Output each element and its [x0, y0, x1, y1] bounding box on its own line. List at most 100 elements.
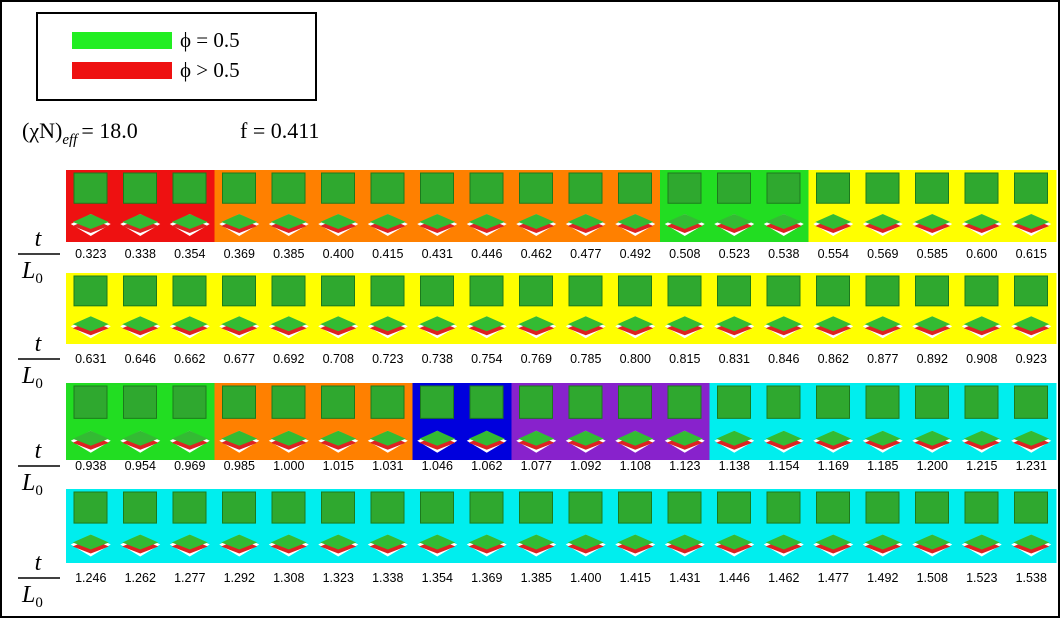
time-value: 0.585	[917, 247, 948, 261]
time-value: 0.708	[323, 352, 354, 366]
time-value: 1.108	[620, 459, 651, 473]
thumb-top	[718, 492, 751, 523]
thumb-top	[421, 173, 454, 203]
thumb-top	[371, 173, 404, 203]
denominator: L	[21, 258, 35, 284]
time-value: 1.400	[570, 571, 601, 585]
thumb-top	[124, 386, 157, 418]
thumb-top	[718, 276, 751, 306]
thumb-top	[1015, 276, 1048, 306]
time-value: 1.431	[669, 571, 700, 585]
time-value: 0.523	[719, 247, 750, 261]
thumb-top	[619, 492, 652, 523]
time-value: 0.738	[422, 352, 453, 366]
time-value: 1.323	[323, 571, 354, 585]
thumb-top	[322, 276, 355, 306]
thumb-top	[322, 173, 355, 203]
legend-swatch	[72, 62, 172, 79]
time-value: 0.400	[323, 247, 354, 261]
thumb-top	[619, 276, 652, 306]
legend-label: ϕ > 0.5	[180, 58, 240, 82]
thumb-top	[718, 386, 751, 418]
time-value: 0.892	[917, 352, 948, 366]
time-value: 1.246	[75, 571, 106, 585]
time-value: 1.308	[273, 571, 304, 585]
time-value: 0.446	[471, 247, 502, 261]
thumb-top	[866, 173, 899, 203]
time-value: 0.938	[75, 459, 106, 473]
thumb-top	[619, 386, 652, 418]
thumb-top	[272, 492, 305, 523]
time-value: 0.477	[570, 247, 601, 261]
time-value: 0.646	[125, 352, 156, 366]
thumb-top	[916, 276, 949, 306]
time-value: 0.754	[471, 352, 502, 366]
time-value: 0.846	[768, 352, 799, 366]
time-value: 1.354	[422, 571, 453, 585]
thumb-top	[322, 492, 355, 523]
thumb-top	[124, 276, 157, 306]
legend-label: ϕ = 0.5	[180, 28, 240, 52]
thumb-top	[569, 276, 602, 306]
thumb-top	[866, 386, 899, 418]
thumb-top	[916, 492, 949, 523]
denominator-sub: 0	[35, 271, 43, 287]
thumb-top	[965, 386, 998, 418]
time-value: 0.785	[570, 352, 601, 366]
thumb-top	[470, 173, 503, 203]
thumb-top	[866, 276, 899, 306]
time-value: 1.138	[719, 459, 750, 473]
thumb-top	[668, 386, 701, 418]
thumb-top	[767, 386, 800, 418]
time-value: 0.862	[818, 352, 849, 366]
time-value: 1.369	[471, 571, 502, 585]
thumb-top	[817, 386, 850, 418]
thumb-top	[1015, 492, 1048, 523]
time-value: 1.446	[719, 571, 750, 585]
thumb-top	[1015, 173, 1048, 203]
thumb-top	[520, 386, 553, 418]
time-value: 0.969	[174, 459, 205, 473]
time-value: 1.031	[372, 459, 403, 473]
time-value: 1.338	[372, 571, 403, 585]
thumb-top	[1015, 386, 1048, 418]
thumb-top	[817, 492, 850, 523]
time-value: 1.523	[966, 571, 997, 585]
time-value: 1.092	[570, 459, 601, 473]
thumb-top	[718, 173, 751, 203]
time-value: 0.538	[768, 247, 799, 261]
time-value: 0.492	[620, 247, 651, 261]
time-value: 0.677	[224, 352, 255, 366]
thumb-top	[569, 386, 602, 418]
time-value: 0.908	[966, 352, 997, 366]
time-value: 1.492	[867, 571, 898, 585]
thumb-top	[520, 276, 553, 306]
thumb-top	[223, 173, 256, 203]
time-value: 0.769	[521, 352, 552, 366]
time-value: 1.538	[1016, 571, 1047, 585]
time-value: 1.231	[1016, 459, 1047, 473]
thumb-top	[173, 492, 206, 523]
time-value: 0.877	[867, 352, 898, 366]
thumb-top	[965, 492, 998, 523]
time-value: 0.338	[125, 247, 156, 261]
time-value: 0.954	[125, 459, 156, 473]
time-value: 1.415	[620, 571, 651, 585]
thumb-top	[817, 276, 850, 306]
thumb-top	[74, 276, 107, 306]
chi-label: (χN)	[22, 118, 62, 143]
thumb-top	[74, 492, 107, 523]
denominator-sub: 0	[35, 376, 43, 392]
denominator-sub: 0	[35, 483, 43, 499]
thumb-top	[322, 386, 355, 418]
time-value: 0.692	[273, 352, 304, 366]
thumb-top	[272, 386, 305, 418]
time-value: 0.985	[224, 459, 255, 473]
chi-value: = 18.0	[81, 118, 137, 143]
time-value: 0.631	[75, 352, 106, 366]
denominator: L	[21, 363, 35, 389]
thumb-top	[965, 276, 998, 306]
thumb-top	[421, 276, 454, 306]
time-value: 0.815	[669, 352, 700, 366]
time-value: 0.615	[1016, 247, 1047, 261]
